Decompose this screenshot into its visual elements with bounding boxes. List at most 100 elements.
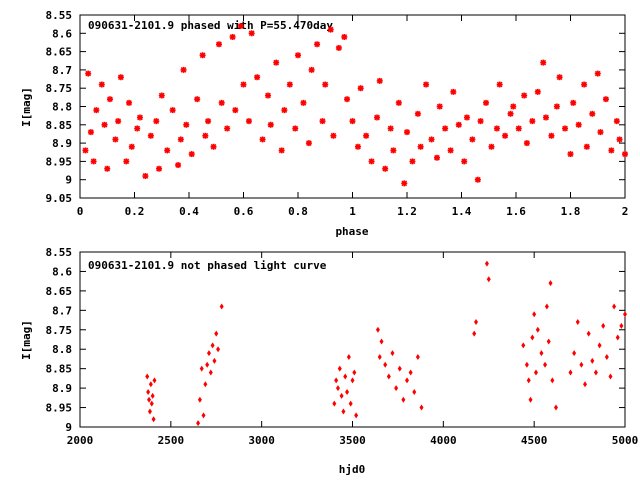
phased-data-point bbox=[232, 107, 239, 114]
phased-data-point bbox=[562, 125, 569, 132]
phased-y-tick-label: 8.7 bbox=[52, 64, 72, 77]
unphased-data-point bbox=[546, 338, 551, 345]
phased-y-tick-label: 8.9 bbox=[52, 137, 72, 150]
phased-data-point bbox=[237, 22, 244, 29]
phased-data-point bbox=[177, 136, 184, 143]
phased-data-point bbox=[112, 136, 119, 143]
unphased-y-tick-label: 8.9 bbox=[52, 382, 72, 395]
unphased-data-point bbox=[597, 342, 602, 349]
unphased-data-point bbox=[205, 361, 210, 368]
unphased-y-tick-label: 8.55 bbox=[46, 246, 73, 259]
unphased-data-point bbox=[394, 385, 399, 392]
unphased-data-point bbox=[539, 350, 544, 357]
phased-data-point bbox=[363, 132, 370, 139]
unphased-data-point bbox=[334, 377, 339, 384]
phased-data-point bbox=[570, 99, 577, 106]
unphased-y-tick-label: 9 bbox=[65, 421, 72, 434]
phased-data-point bbox=[455, 121, 462, 128]
phased-data-point bbox=[461, 158, 468, 165]
phased-data-point bbox=[278, 147, 285, 154]
phased-data-point bbox=[382, 165, 389, 172]
phased-x-tick-label: 0 bbox=[77, 205, 84, 218]
unphased-y-tick-label: 8.7 bbox=[52, 304, 72, 317]
phased-y-tick-label: 8.95 bbox=[46, 155, 73, 168]
phased-data-point bbox=[423, 81, 430, 88]
unphased-plot-title: 090631-2101.9 not phased light curve bbox=[88, 259, 327, 272]
unphased-data-point bbox=[575, 319, 580, 325]
unphased-plot-xlabel: hjd0 bbox=[339, 463, 366, 476]
unphased-data-point bbox=[332, 400, 337, 407]
phased-data-point bbox=[368, 158, 375, 165]
phased-y-tick-label: 8.8 bbox=[52, 101, 72, 114]
phased-data-point bbox=[597, 129, 604, 136]
phased-x-tick-label: 0.6 bbox=[234, 205, 254, 218]
phased-data-point bbox=[128, 143, 135, 150]
phased-data-point bbox=[199, 52, 206, 59]
phased-data-point bbox=[286, 81, 293, 88]
unphased-data-point bbox=[524, 361, 529, 368]
unphased-data-point bbox=[216, 346, 221, 353]
phased-data-point bbox=[281, 107, 288, 114]
unphased-data-point bbox=[544, 303, 549, 310]
unphased-x-tick-label: 3000 bbox=[248, 434, 275, 447]
unphased-data-point bbox=[419, 404, 424, 411]
phased-data-point bbox=[134, 125, 141, 132]
phased-x-tick-label: 1.8 bbox=[561, 205, 581, 218]
phased-data-point bbox=[115, 118, 122, 125]
unphased-data-point bbox=[521, 342, 526, 349]
phased-data-point bbox=[417, 143, 424, 150]
phased-data-point bbox=[90, 158, 97, 165]
unphased-data-point bbox=[375, 326, 380, 333]
phased-data-point bbox=[98, 81, 105, 88]
unphased-data-point bbox=[341, 408, 346, 415]
unphased-data-point bbox=[203, 381, 208, 388]
unphased-plot-ylabel: I[mag] bbox=[20, 320, 33, 360]
unphased-data-point bbox=[572, 350, 577, 357]
phased-data-point bbox=[210, 143, 217, 150]
unphased-data-point bbox=[145, 373, 150, 380]
phased-data-point bbox=[158, 92, 165, 99]
unphased-data-point bbox=[348, 400, 353, 407]
phased-data-point bbox=[123, 158, 130, 165]
unphased-data-point bbox=[550, 377, 555, 384]
phased-data-point bbox=[433, 154, 440, 161]
phased-data-point bbox=[153, 118, 160, 125]
phased-data-point bbox=[248, 30, 255, 37]
unphased-data-point bbox=[408, 369, 413, 376]
phased-data-point bbox=[180, 66, 187, 73]
phased-y-tick-label: 9 bbox=[65, 174, 72, 187]
phased-data-point bbox=[183, 121, 190, 128]
unphased-data-point bbox=[219, 303, 224, 310]
phased-data-point bbox=[300, 99, 307, 106]
phased-data-point bbox=[556, 74, 563, 81]
phased-data-point bbox=[515, 125, 522, 132]
unphased-data-point bbox=[615, 334, 620, 341]
phased-data-point bbox=[602, 96, 609, 103]
unphased-data-point bbox=[150, 392, 155, 399]
phased-data-point bbox=[354, 143, 361, 150]
unphased-data-point bbox=[590, 357, 595, 364]
unphased-data-point bbox=[532, 311, 537, 318]
unphased-data-point bbox=[583, 381, 588, 388]
phased-data-point bbox=[409, 158, 416, 165]
phased-x-tick-label: 2 bbox=[622, 205, 629, 218]
phased-data-point bbox=[327, 26, 334, 33]
unphased-y-tick-label: 8.85 bbox=[46, 363, 73, 376]
unphased-data-point bbox=[397, 365, 402, 372]
phased-y-tick-label: 8.85 bbox=[46, 119, 73, 132]
phased-data-point bbox=[240, 81, 247, 88]
phased-data-point bbox=[319, 118, 326, 125]
unphased-data-point bbox=[146, 389, 151, 395]
phased-data-point bbox=[622, 151, 628, 158]
phased-data-point bbox=[521, 92, 528, 99]
unphased-data-point bbox=[593, 369, 598, 376]
phased-data-point bbox=[540, 59, 547, 66]
phased-plot-points bbox=[82, 22, 628, 187]
phased-data-point bbox=[164, 147, 171, 154]
phased-data-point bbox=[428, 136, 435, 143]
phased-x-tick-label: 1 bbox=[349, 205, 356, 218]
unphased-data-point bbox=[354, 412, 359, 419]
phased-data-point bbox=[267, 121, 274, 128]
phased-data-point bbox=[169, 107, 176, 114]
